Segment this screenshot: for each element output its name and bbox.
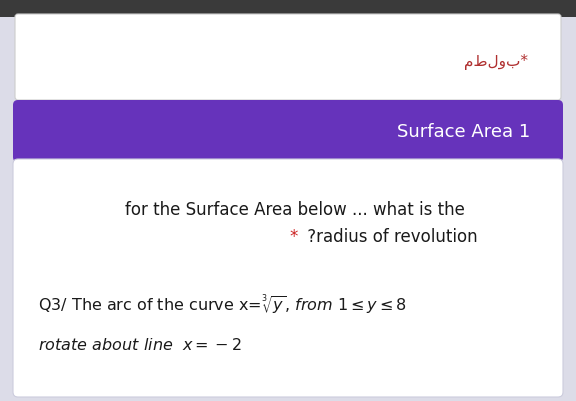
Text: ?radius of revolution: ?radius of revolution [302,227,478,245]
FancyBboxPatch shape [15,15,561,101]
Text: for the Surface Area below ... what is the: for the Surface Area below ... what is t… [125,200,465,219]
Text: Q3/ The arc of the curve x=$\sqrt[3]{y}$, $\mathit{from}$ $1 \leq y \leq 8$: Q3/ The arc of the curve x=$\sqrt[3]{y}$… [38,293,407,316]
FancyBboxPatch shape [0,0,576,18]
Text: مطلوب*: مطلوب* [464,54,528,70]
Text: Surface Area 1: Surface Area 1 [397,123,530,141]
Text: *: * [290,227,298,245]
FancyBboxPatch shape [13,160,563,397]
FancyBboxPatch shape [13,101,563,162]
Text: $\mathit{rotate\ about\ line}\ \ x = -2$: $\mathit{rotate\ about\ line}\ \ x = -2$ [38,336,242,352]
